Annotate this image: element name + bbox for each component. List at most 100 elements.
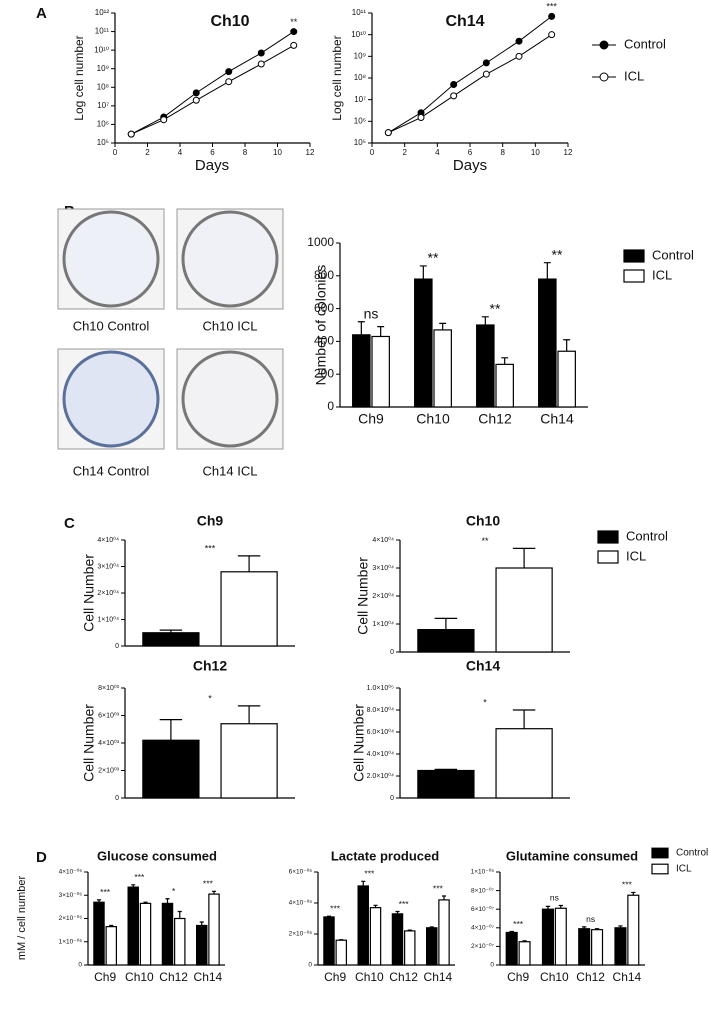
y-tick-label: 4×10⁻⁰⁶ xyxy=(289,899,313,907)
error-bar xyxy=(131,884,136,888)
legend-label: Control xyxy=(626,528,668,543)
bar xyxy=(323,916,335,966)
point xyxy=(450,81,458,89)
y-tick-label: 10⁸ xyxy=(354,73,366,82)
y-tick-label: 2×10⁻⁰⁶ xyxy=(59,914,83,922)
y-tick-label: 2×10⁰³ xyxy=(98,766,120,774)
annotation: *** xyxy=(100,887,111,897)
y-tick-label: 4×10⁰⁴ xyxy=(372,536,394,544)
point xyxy=(192,96,200,104)
bar xyxy=(476,324,495,408)
chart-title: Glutamine consumed xyxy=(506,848,638,863)
y-axis-label: Cell Number xyxy=(351,704,367,782)
y-tick-label: 10⁵ xyxy=(97,138,109,147)
point xyxy=(548,12,556,20)
annotation: ** xyxy=(552,246,563,262)
annotation: *** xyxy=(622,880,633,890)
bar xyxy=(557,350,576,408)
x-tick-label: Ch12 xyxy=(576,970,605,984)
annotation: ** xyxy=(290,17,298,27)
dish xyxy=(62,210,160,308)
legend-swatch xyxy=(597,530,619,544)
legend-label: ICL xyxy=(624,68,644,83)
y-tick-label: 2×10⁰⁴ xyxy=(372,592,394,600)
error-bar xyxy=(522,940,527,942)
legend-label: ICL xyxy=(676,864,692,875)
dishes: Ch10 Control Ch10 ICL Ch14 Control Ch14 … xyxy=(57,208,284,478)
error-bar xyxy=(199,921,204,926)
error-bar xyxy=(434,617,458,630)
y-tick-label: 1×10⁰⁴ xyxy=(97,615,119,623)
annotation: *** xyxy=(330,903,341,913)
x-tick-label: Ch12 xyxy=(478,411,512,427)
point xyxy=(515,37,523,45)
dish-label: Ch10 Control xyxy=(73,318,150,333)
y-tick-label: 3×10⁻⁰⁶ xyxy=(59,891,83,899)
y-tick-label: 10⁷ xyxy=(97,101,109,110)
y-tick-label: 4×10⁻⁰⁷ xyxy=(471,924,495,932)
annotation: *** xyxy=(203,879,214,889)
error-bar xyxy=(159,629,183,633)
x-tick-label: 2 xyxy=(145,148,150,157)
x-tick-label: 0 xyxy=(113,148,118,157)
dish xyxy=(181,210,279,308)
error-bar xyxy=(177,910,182,919)
error-bar xyxy=(326,915,332,917)
legend-label: Control xyxy=(676,848,708,859)
x-tick-label: 6 xyxy=(468,148,473,157)
error-bar xyxy=(618,925,623,928)
error-bar xyxy=(143,901,148,904)
bar xyxy=(357,885,369,966)
legend-label: Control xyxy=(652,247,694,262)
error-bar xyxy=(439,322,447,330)
x-tick-label: 6 xyxy=(210,148,215,157)
y-tick-label: 0 xyxy=(390,795,394,802)
annotation: ns xyxy=(364,305,379,321)
error-bar xyxy=(373,904,378,908)
y-tick-label: 10¹¹ xyxy=(95,27,110,36)
error-bar xyxy=(109,924,114,927)
x-tick-label: 8 xyxy=(500,148,505,157)
bar xyxy=(220,723,278,799)
bar xyxy=(208,893,220,966)
point xyxy=(225,68,233,76)
bar xyxy=(578,928,591,966)
panel-label: A xyxy=(36,5,47,22)
bar xyxy=(518,941,531,966)
bar xyxy=(369,907,382,966)
point xyxy=(482,70,490,78)
error-bar xyxy=(159,719,183,741)
error-bar xyxy=(558,904,563,909)
y-tick-label: 2×10⁰⁴ xyxy=(97,589,119,597)
error-bar xyxy=(434,768,458,771)
bar xyxy=(495,567,553,653)
annotation: *** xyxy=(205,543,216,553)
bar xyxy=(591,929,604,966)
bar xyxy=(495,728,553,799)
legend-label: ICL xyxy=(652,267,672,282)
y-tick-label: 10¹⁰ xyxy=(351,30,366,39)
x-axis-label: Days xyxy=(195,157,229,174)
y-tick-label: 6×10⁻⁰⁷ xyxy=(471,905,495,913)
y-tick-label: 8×10⁻⁰⁷ xyxy=(471,886,495,894)
chart-title: Glucose consumed xyxy=(97,848,217,863)
bar xyxy=(127,886,139,966)
point xyxy=(160,116,168,124)
y-tick-label: 10¹⁰ xyxy=(94,45,109,54)
error-bar xyxy=(395,910,400,914)
error-bar xyxy=(512,547,536,568)
point xyxy=(290,41,298,49)
bar xyxy=(438,899,450,966)
bar xyxy=(541,908,554,966)
x-tick-label: Ch14 xyxy=(613,970,642,984)
point xyxy=(384,129,392,137)
y-tick-label: 8.0×10⁰⁴ xyxy=(367,706,394,714)
chart-title: Lactate produced xyxy=(331,848,439,863)
dish-label: Ch10 ICL xyxy=(203,318,258,333)
error-bar xyxy=(361,880,366,886)
y-tick-label: 600 xyxy=(314,301,334,315)
y-tick-label: 400 xyxy=(314,334,334,348)
chart-title: Ch10 xyxy=(466,513,500,529)
bar xyxy=(93,901,105,966)
